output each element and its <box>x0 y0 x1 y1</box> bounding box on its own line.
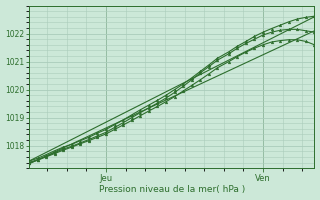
X-axis label: Pression niveau de la mer( hPa ): Pression niveau de la mer( hPa ) <box>99 185 245 194</box>
